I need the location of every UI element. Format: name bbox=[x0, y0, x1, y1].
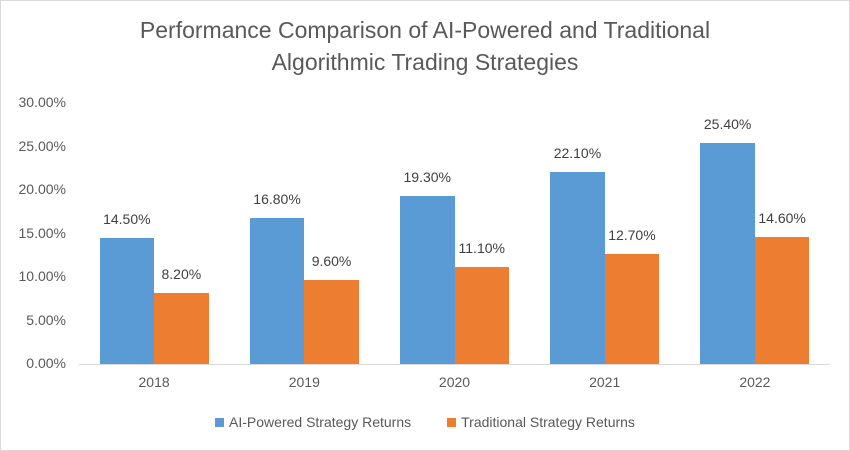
data-label: 22.10% bbox=[553, 144, 602, 161]
bar-traditional-2018 bbox=[154, 292, 209, 364]
bar-ai-2019 bbox=[249, 217, 305, 364]
y-tick-label: 25.00% bbox=[18, 137, 66, 154]
bar-traditional-2021 bbox=[604, 253, 660, 364]
y-tick-label: 30.00% bbox=[18, 94, 66, 110]
chart-title: Performance Comparison of AI-Powered and… bbox=[0, 14, 850, 78]
bar-ai-2018 bbox=[99, 237, 155, 364]
bar-ai-2021 bbox=[550, 171, 605, 364]
bar-traditional-2020 bbox=[454, 267, 509, 364]
data-label: 12.70% bbox=[608, 226, 656, 243]
data-label: 14.60% bbox=[758, 209, 806, 226]
y-tick-label: 0.00% bbox=[26, 355, 66, 371]
bar-ai-2020 bbox=[400, 196, 455, 364]
bar-traditional-2019 bbox=[304, 280, 359, 364]
legend-swatch-traditional bbox=[447, 417, 457, 427]
x-tick-label: 2021 bbox=[589, 374, 621, 390]
data-label: 25.40% bbox=[703, 116, 752, 133]
data-label: 19.30% bbox=[403, 169, 451, 186]
x-axis-line bbox=[79, 364, 830, 365]
legend-item-ai: AI-Powered Strategy Returns bbox=[215, 414, 411, 430]
y-tick-label: 15.00% bbox=[18, 224, 66, 241]
legend-label-traditional: Traditional Strategy Returns bbox=[461, 414, 635, 430]
chart-title-line-1: Performance Comparison of AI-Powered and… bbox=[139, 17, 711, 43]
legend-item-traditional: Traditional Strategy Returns bbox=[447, 414, 635, 430]
legend: AI-Powered Strategy Returns Traditional … bbox=[0, 414, 850, 430]
chart-title-line-2: Algorithmic Trading Strategies bbox=[271, 49, 579, 75]
data-label: 14.50% bbox=[103, 210, 151, 227]
data-label: 16.80% bbox=[253, 190, 301, 207]
bar-ai-2022 bbox=[700, 143, 755, 364]
x-tick-label: 2022 bbox=[739, 374, 771, 390]
legend-label-ai: AI-Powered Strategy Returns bbox=[229, 414, 412, 430]
x-tick-label: 2018 bbox=[138, 374, 170, 390]
y-tick-label: 20.00% bbox=[18, 181, 66, 197]
y-tick-label: 10.00% bbox=[18, 268, 66, 284]
y-tick-label: 5.00% bbox=[26, 311, 66, 328]
data-label: 8.20% bbox=[161, 265, 202, 282]
x-tick-label: 2019 bbox=[288, 374, 320, 390]
legend-swatch-ai bbox=[215, 417, 225, 427]
data-label: 9.60% bbox=[311, 253, 352, 270]
data-label: 11.10% bbox=[458, 240, 505, 257]
bar-traditional-2022 bbox=[754, 236, 810, 364]
x-tick-label: 2020 bbox=[438, 374, 471, 390]
